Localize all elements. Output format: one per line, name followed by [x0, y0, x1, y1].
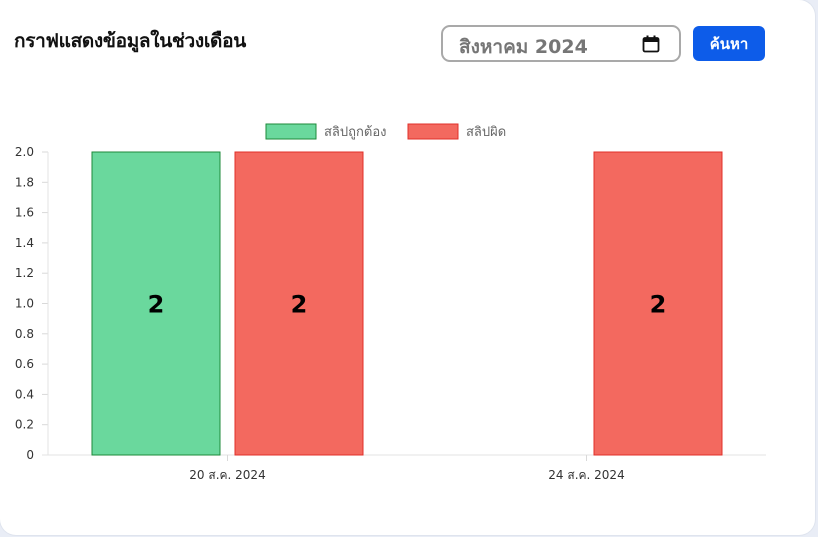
bar-correct	[91, 151, 221, 456]
y-tick-label: 1.0	[15, 297, 34, 311]
legend-label-correct: สลิปถูกต้อง	[324, 125, 387, 140]
calendar-icon[interactable]	[642, 35, 660, 53]
bar-data-label: 2	[650, 291, 667, 319]
page-title: กราฟแสดงข้อมูลในช่วงเดือน	[14, 30, 246, 52]
month-picker-value: สิงหาคม 2024	[459, 36, 588, 58]
bar-data-label: 2	[148, 291, 165, 319]
y-tick-label: 0.8	[15, 327, 34, 341]
x-tick-label: 20 ส.ค. 2024	[189, 468, 265, 482]
y-tick-label: 0.2	[15, 418, 34, 432]
y-tick-label: 0	[26, 448, 34, 462]
y-tick-label: 1.6	[15, 206, 34, 220]
search-button[interactable]: ค้นหา	[693, 26, 765, 61]
y-tick-label: 0.4	[15, 387, 34, 401]
y-tick-label: 0.6	[15, 357, 34, 371]
y-tick-label: 1.8	[15, 175, 34, 189]
legend-swatch-wrong	[407, 123, 459, 140]
y-tick-label: 2.0	[15, 145, 34, 159]
legend-swatch-correct	[265, 123, 317, 140]
month-picker-input[interactable]: สิงหาคม 2024	[441, 25, 681, 62]
y-tick-label: 1.2	[15, 266, 34, 280]
bar-wrong	[593, 151, 723, 456]
x-tick-label: 24 ส.ค. 2024	[548, 468, 624, 482]
bar-data-label: 2	[291, 291, 308, 319]
bar-wrong	[234, 151, 364, 456]
legend-label-wrong: สลิปผิด	[466, 125, 506, 140]
y-tick-label: 1.4	[15, 236, 34, 250]
